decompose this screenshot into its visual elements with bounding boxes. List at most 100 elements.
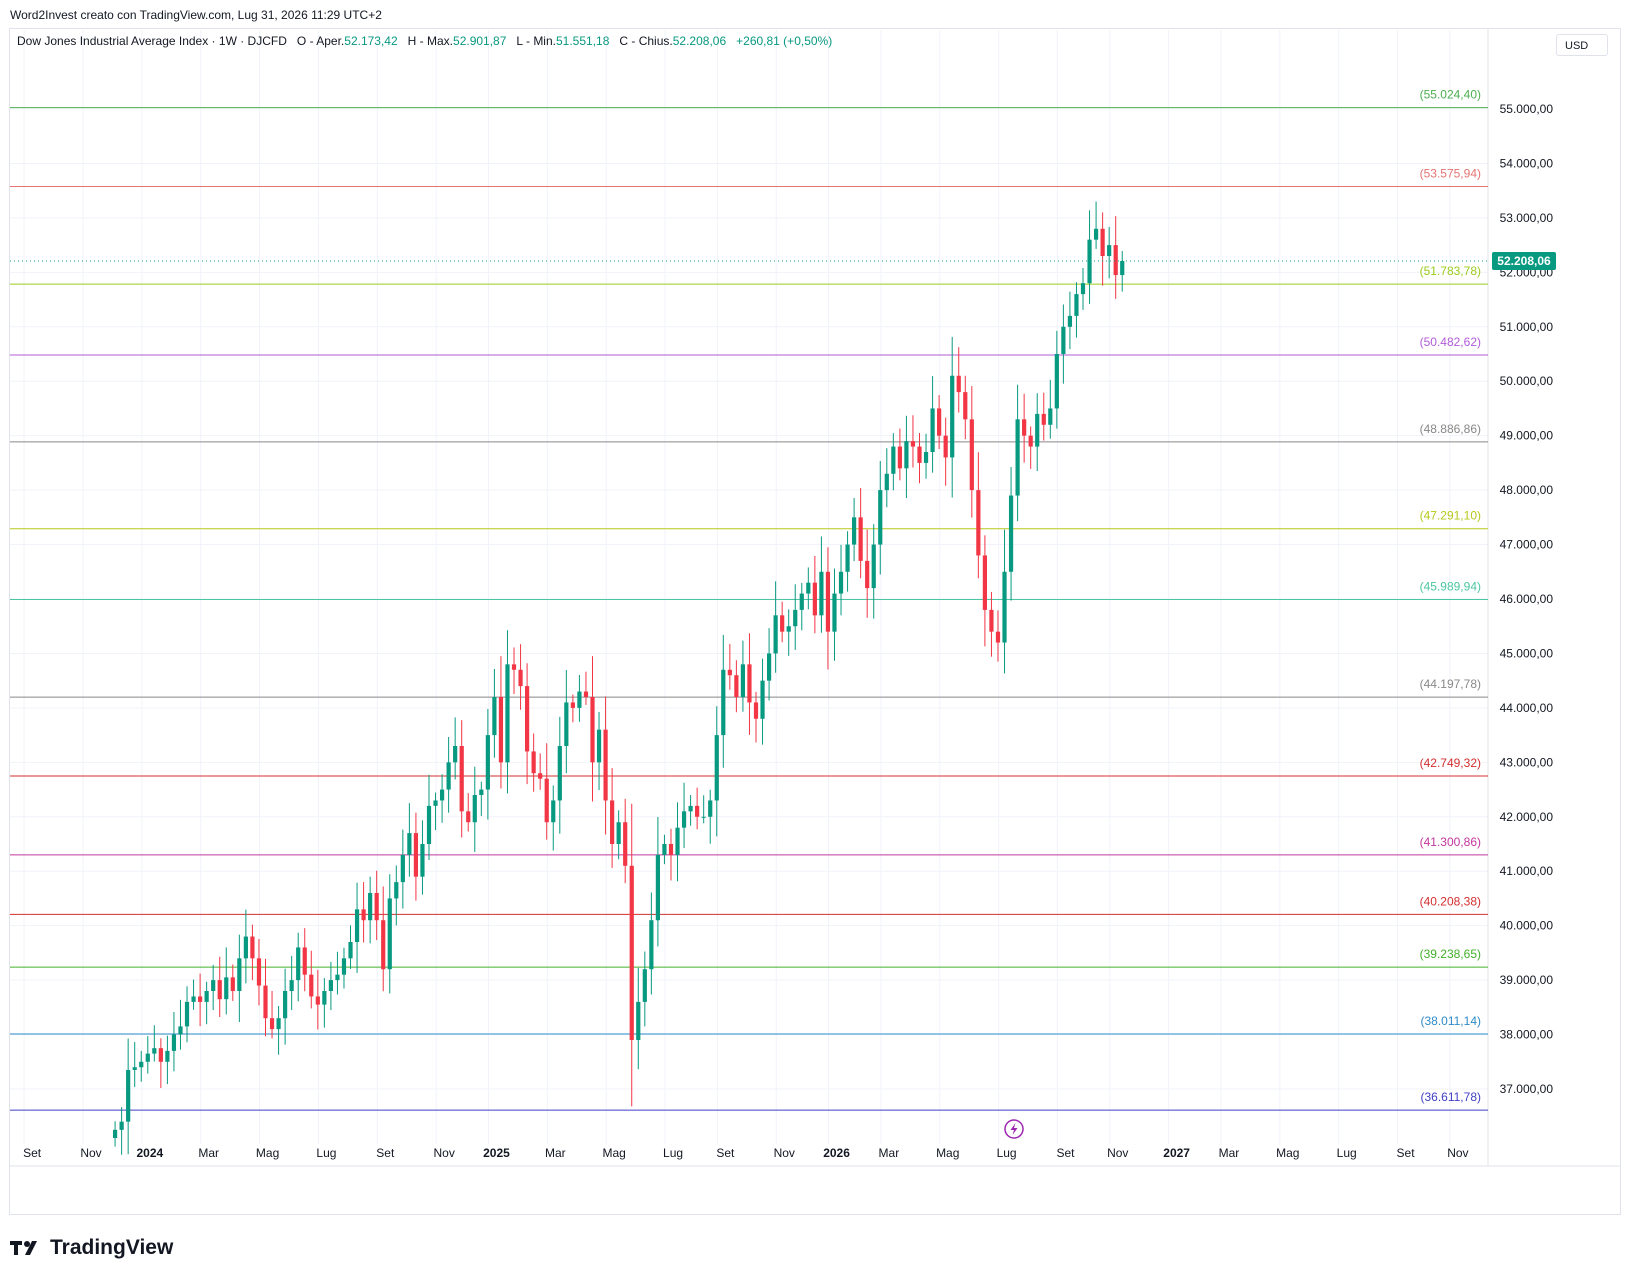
low-label: L - Min. [516,34,556,48]
candle-body [832,593,837,632]
candle-body [263,985,268,1019]
candle-body [753,702,759,719]
symbol-name: Dow Jones Industrial Average Index · 1W … [17,34,287,48]
level-label: (48.886,86) [1420,422,1481,436]
y-tick-label: 44.000,00 [1500,701,1554,715]
y-tick-label: 54.000,00 [1500,156,1554,170]
currency-selector[interactable]: USD [1556,34,1608,56]
candle-body [714,735,719,801]
candle-body [930,408,935,452]
candle-body [1067,315,1073,327]
y-tick-label: 38.000,00 [1500,1028,1554,1042]
candle-body [799,593,804,610]
x-tick-label: Set [376,1146,395,1160]
candle-body [858,517,863,561]
candle-body [158,1048,163,1062]
candle-body [629,865,634,1040]
tradingview-brand[interactable]: TradingView [10,1236,173,1260]
candle-body [708,800,713,817]
x-tick-label: 2027 [1163,1146,1190,1160]
x-tick-label: Lug [997,1146,1017,1160]
candle-body [871,544,876,589]
x-tick-label: Lug [316,1146,336,1160]
candle-body [394,882,399,899]
candle-body [1080,283,1086,295]
candle-body [721,669,726,736]
candle-body [1022,419,1027,436]
candle-body [1100,228,1105,256]
low-value: 51.551,18 [555,34,610,48]
candle-body [1041,413,1046,425]
x-tick-label: Set [23,1146,42,1160]
candle-body [695,805,700,817]
candle-body [812,582,817,616]
x-tick-label: Mar [1219,1146,1240,1160]
candle-body [950,375,955,458]
candle-body [204,991,209,1002]
candle-body [760,680,765,719]
candle-body [1074,294,1079,316]
level-label: (38.011,14) [1421,1014,1482,1028]
x-tick-label: Nov [1107,1146,1128,1160]
candle-body [217,980,222,1000]
close-label: C - Chius. [619,34,673,48]
candle-body [943,435,948,458]
candle-body [891,446,896,474]
y-tick-label: 39.000,00 [1500,973,1554,987]
x-tick-label: Nov [774,1146,795,1160]
candle-body [838,571,844,594]
candle-body [453,746,458,763]
candle-body [335,974,340,981]
candle-body [590,697,595,763]
candle-body [145,1053,150,1062]
candle-body [132,1067,137,1070]
candle-body [224,977,229,1000]
x-tick-label: Lug [1337,1146,1357,1160]
candle-body [459,746,464,812]
candle-body [198,996,203,1002]
last-price-label: 52.208,06 [1497,254,1551,268]
lightning-event-icon[interactable] [1004,1119,1024,1139]
x-tick-label: Mar [545,1146,566,1160]
candle-body [937,408,942,436]
candle-body [1008,495,1014,572]
last-price-tag [1492,252,1556,271]
x-tick-label: 2026 [823,1146,850,1160]
candle-body [328,980,333,991]
level-label: (42.749,32) [1420,756,1481,770]
level-label: (47.291,10) [1420,509,1481,523]
candle-body [433,800,438,806]
candle-body [341,958,347,975]
x-tick-label: Mag [936,1146,959,1160]
candle-body [989,609,994,632]
candle-body [407,833,412,855]
candle-body [865,560,870,589]
x-tick-label: Mag [603,1146,626,1160]
candle-body [786,626,791,632]
x-tick-label: Mag [256,1146,279,1160]
candle-body [171,1034,177,1051]
candle-body [727,669,732,676]
y-tick-label: 51.000,00 [1500,320,1554,334]
level-label: (41.300,86) [1420,835,1481,849]
y-tick-label: 46.000,00 [1500,592,1554,606]
candle-body [184,1001,190,1027]
y-tick-label: 45.000,00 [1500,646,1554,660]
close-value: 52.208,06 [672,34,727,48]
candle-body [1107,245,1112,256]
y-tick-label: 37.000,00 [1500,1082,1554,1096]
candle-body [230,977,235,991]
candle-body [354,909,360,942]
candle-body [518,669,523,687]
candle-body [642,969,647,1002]
tradingview-logo-icon [10,1239,44,1257]
candle-body [734,675,739,697]
candle-body [766,653,772,681]
candle-body [211,980,216,991]
candle-body [126,1069,131,1122]
candle-body [426,805,432,844]
candle-body [511,664,517,670]
candle-body [675,827,680,855]
candle-body [688,805,693,812]
